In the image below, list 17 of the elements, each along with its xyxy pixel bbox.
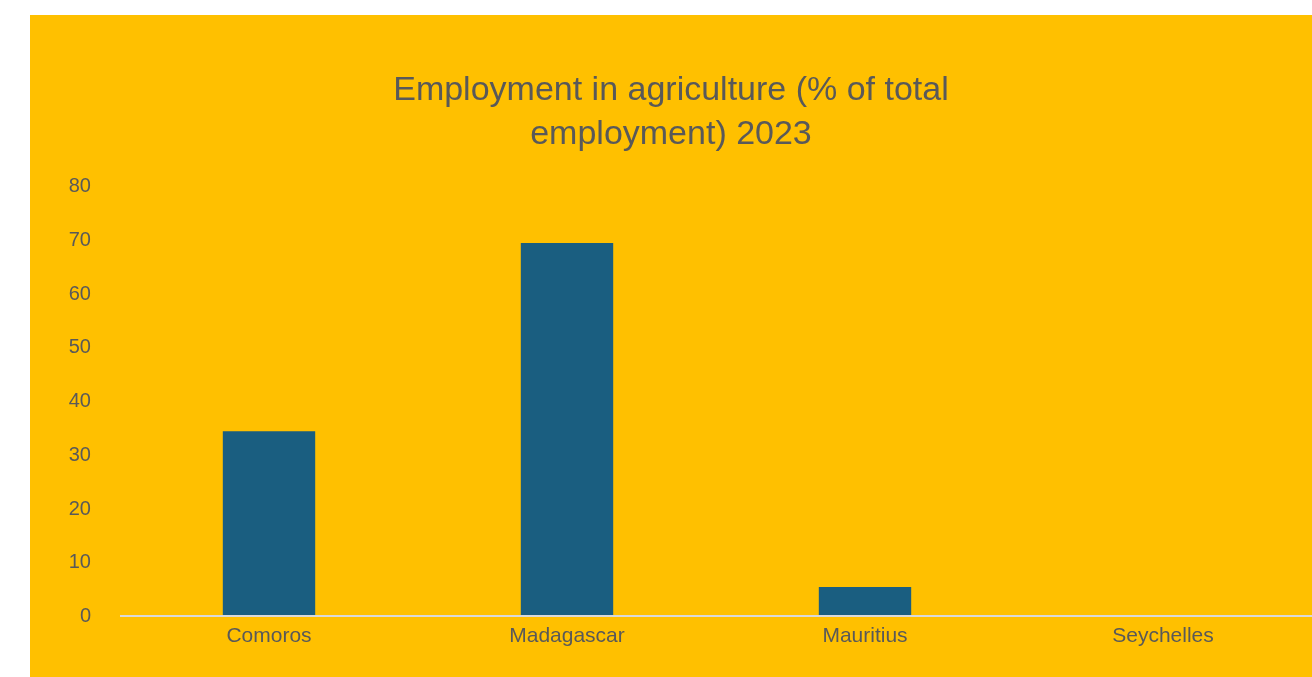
y-tick-label: 30	[68, 442, 91, 465]
x-tick-label: Seychelles	[1112, 623, 1214, 647]
bar	[818, 587, 912, 615]
y-tick-label: 0	[79, 604, 91, 626]
y-tick-label: 60	[68, 281, 91, 304]
bar	[520, 243, 614, 615]
y-tick-label: 20	[68, 496, 91, 519]
y-tick-label: 80	[68, 174, 91, 196]
y-tick-label: 70	[68, 227, 91, 250]
y-tick-label: 10	[68, 550, 91, 573]
x-tick-label: Comoros	[226, 623, 312, 647]
x-tick-label: Madagascar	[509, 623, 625, 647]
chart-title: Employment in agriculture (% of total employment) 2023	[393, 69, 949, 152]
x-tick-label: Mauritius	[822, 623, 908, 647]
bar	[222, 431, 316, 615]
y-tick-label: 40	[68, 389, 91, 411]
y-tick-label: 50	[68, 335, 91, 358]
